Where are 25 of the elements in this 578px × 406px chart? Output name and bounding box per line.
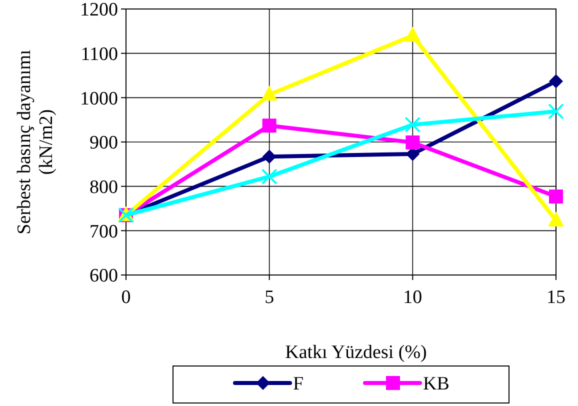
legend-label: F — [293, 374, 304, 395]
point — [261, 168, 278, 185]
x-axis-title: Katkı Yüzdesi (%) — [285, 342, 427, 363]
y-tick-label: 1100 — [80, 44, 118, 65]
y-tick-label: 900 — [90, 132, 118, 154]
point — [549, 74, 563, 88]
y-tick-label: 800 — [90, 176, 118, 198]
y-tick-label: 600 — [90, 266, 118, 287]
point — [549, 190, 563, 204]
point — [261, 86, 278, 101]
y-tick-label: 1200 — [80, 0, 118, 21]
point — [548, 103, 564, 120]
legend-label: KB — [423, 374, 450, 395]
x-tick-label: 15 — [546, 287, 566, 308]
y-axis-title: Serbest basınç dayanımı (kN/m2) — [14, 50, 57, 234]
point — [404, 26, 421, 42]
x-tick-label: 5 — [264, 287, 274, 308]
point — [404, 116, 421, 133]
y-tick-label: 700 — [90, 221, 118, 242]
y-tick-label: 1000 — [80, 88, 118, 110]
point — [262, 118, 276, 133]
x-tick-label: 0 — [121, 287, 131, 308]
point — [262, 150, 276, 164]
x-tick-label: 10 — [403, 287, 422, 308]
point — [406, 135, 420, 150]
